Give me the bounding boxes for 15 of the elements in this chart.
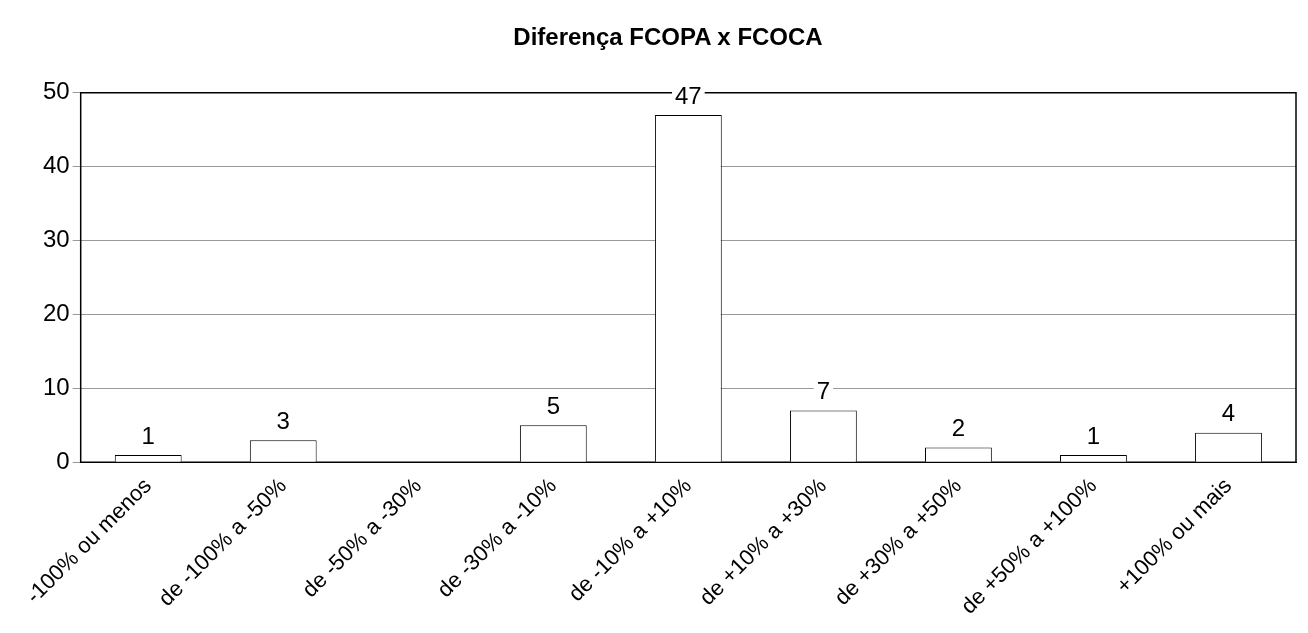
y-tick-label: 20 bbox=[42, 299, 70, 327]
data-label: 47 bbox=[675, 81, 702, 109]
data-label: 1 bbox=[1086, 421, 1101, 449]
y-tick-label: 50 bbox=[42, 77, 70, 105]
y-tick-label: 40 bbox=[42, 151, 70, 179]
y-tick-label: 30 bbox=[42, 225, 70, 253]
y-tick-label: 0 bbox=[56, 446, 70, 474]
data-label: 4 bbox=[1221, 399, 1236, 427]
y-tick-label: 10 bbox=[42, 373, 70, 401]
data-label: 5 bbox=[546, 391, 560, 419]
chart-title: Diferença FCOPA x FCOCA bbox=[513, 23, 823, 51]
data-label: 7 bbox=[816, 377, 831, 405]
data-label: 1 bbox=[141, 421, 155, 449]
data-label: 3 bbox=[276, 406, 290, 434]
data-label: 2 bbox=[951, 414, 966, 442]
